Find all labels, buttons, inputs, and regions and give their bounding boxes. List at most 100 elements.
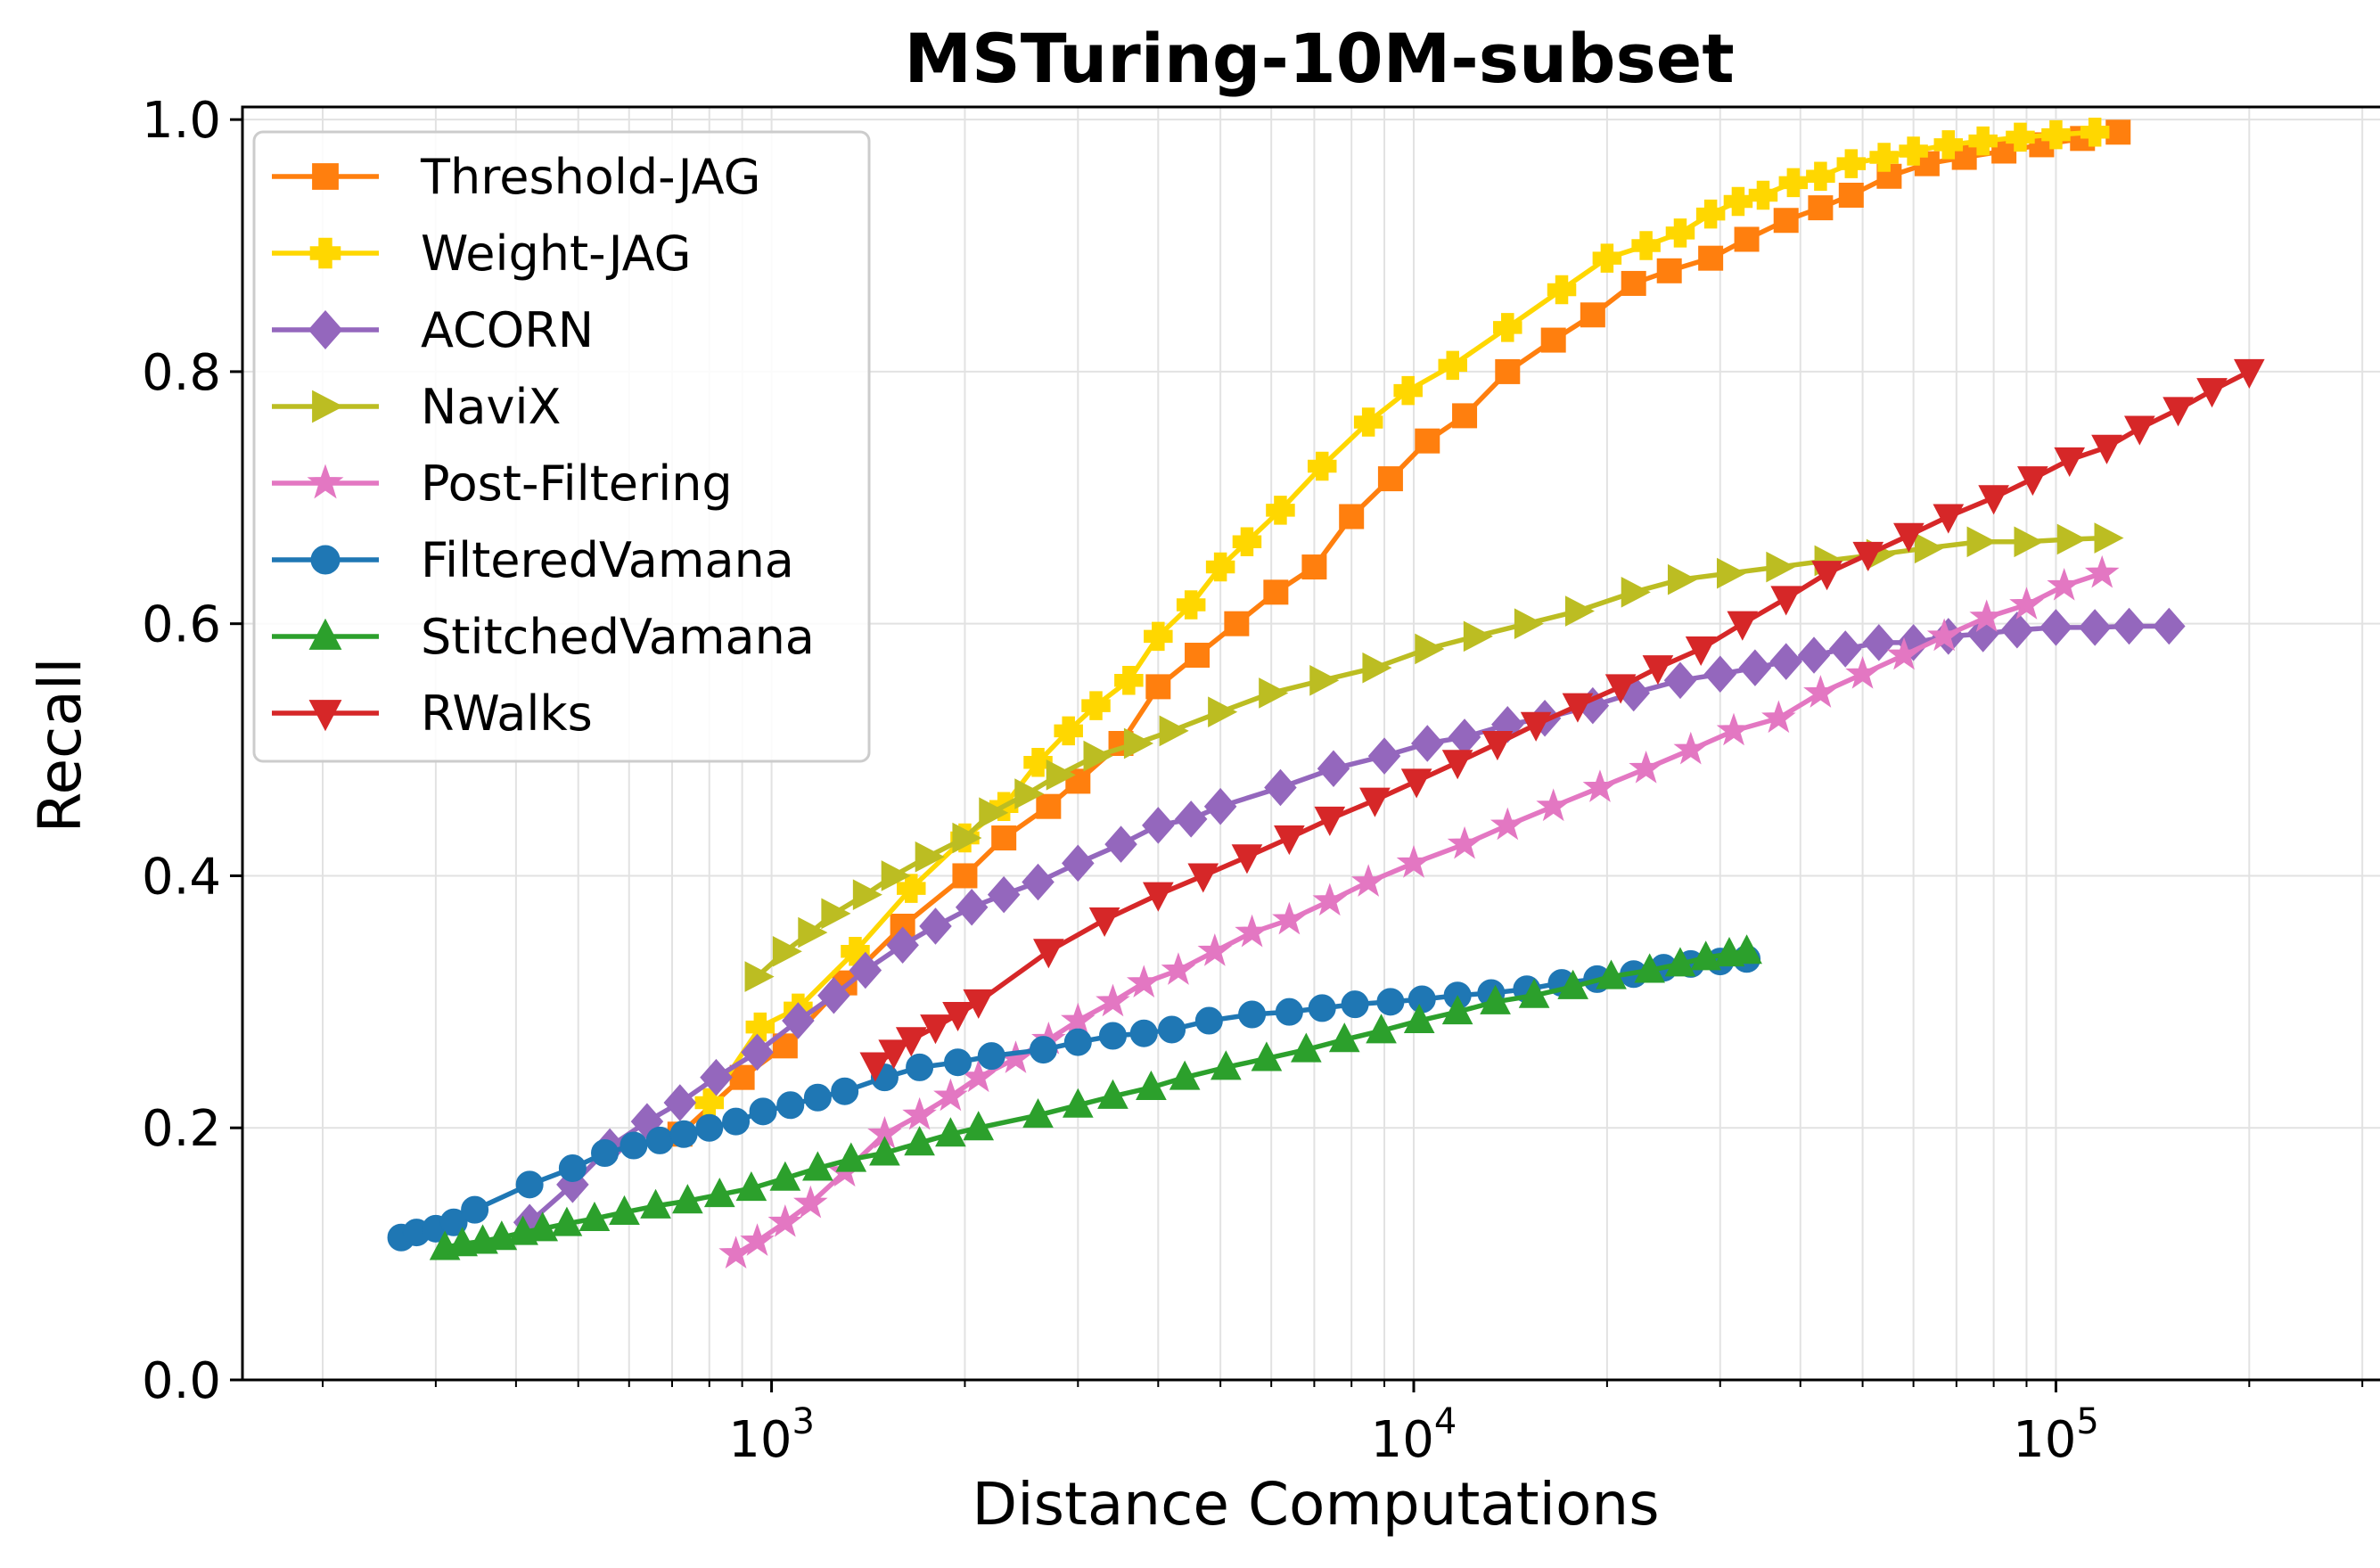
data-point [1314,806,1346,836]
data-point [2009,587,2044,620]
data-point [1174,800,1208,838]
data-point [2000,611,2034,649]
data-point [1667,563,1698,595]
y-tick-label: 0.0 [142,1352,221,1410]
data-point [1126,965,1161,998]
data-point [1259,677,1289,709]
data-point [979,797,1009,829]
data-point [1582,769,1618,802]
data-point [620,1131,648,1160]
legend-marker [312,163,339,190]
data-point [952,863,978,889]
data-point [1238,1000,1267,1029]
data-point [1312,883,1348,916]
data-point [591,1139,620,1168]
data-point [1376,988,1405,1016]
data-point [955,889,989,926]
data-point [1969,599,2004,633]
data-point [1734,226,1760,252]
data-point [1264,768,1297,807]
data-point [461,1195,489,1224]
data-point [1480,984,1511,1014]
data-point [718,1236,753,1269]
data-point [1629,751,1663,784]
legend-label: Threshold-JAG [420,149,760,205]
data-point [1926,618,1962,652]
y-tick-label: 1.0 [142,92,221,150]
data-point [1341,990,1369,1019]
data-point [1778,168,1809,198]
x-tick-label: 105 [2013,1401,2099,1469]
series-filteredvamana [387,945,1761,1252]
data-point [1081,691,1111,720]
data-point [849,951,882,989]
data-point [1098,1022,1127,1050]
data-point [1596,959,1627,989]
plot-frame [241,105,2380,1382]
data-point [1438,350,1467,381]
data-point [977,1042,1005,1071]
legend-marker [307,464,344,499]
data-point [609,1194,640,1225]
data-point [1491,706,1524,743]
data-point [1493,313,1522,342]
data-point [1828,630,1862,668]
data-point [1580,302,1605,328]
data-point [859,1052,891,1082]
data-point [852,879,882,910]
data-point [1415,428,1440,454]
data-point [2080,118,2110,147]
data-point [1096,983,1130,1017]
data-point [987,875,1021,914]
legend-item: Post-Filtering [272,456,733,512]
data-point [1631,231,1661,260]
data-point [1642,655,1674,685]
data-point [1797,636,1831,674]
data-point [835,1142,867,1172]
data-point [1703,655,1737,693]
data-point [1203,787,1237,825]
data-point [1886,636,1922,670]
data-point [1263,579,1289,605]
data-point [933,1078,968,1112]
data-point [1393,375,1423,406]
data-point [1145,674,1171,700]
series-navix [744,522,2124,992]
y-tick-label: 0.6 [142,596,221,654]
legend-marker [309,237,341,269]
data-point [1097,1079,1128,1109]
data-point [1727,611,1759,641]
data-point [1634,953,1665,983]
legend-marker [308,309,343,350]
data-point [1205,552,1235,582]
data-point [740,1223,775,1256]
data-point [1836,149,1867,178]
data-point [663,1084,697,1121]
data-point [1811,561,1842,591]
data-point [2056,523,2087,555]
data-point [878,1039,910,1070]
data-point [920,1014,951,1045]
y-axis-label: Recall [26,658,94,833]
data-point [1159,715,1189,747]
data-point [1403,1003,1435,1034]
data-point [1893,522,1925,553]
legend-label: StitchedVamana [421,609,815,665]
data-point [1317,750,1350,788]
data-point [1114,666,1144,695]
data-point [745,1012,776,1042]
data-point [447,1227,479,1257]
x-tick-label: 103 [728,1401,815,1469]
data-point [695,1113,724,1142]
data-point [1415,633,1445,665]
data-point [1161,952,1196,985]
series-stitchedvamana [429,934,1762,1260]
data-point [1362,652,1392,684]
data-point [1275,997,1303,1026]
data-point [1359,787,1391,817]
data-point [906,1053,934,1081]
data-point [749,1097,777,1126]
data-point [1224,611,1250,636]
x-tick-label: 104 [1371,1401,1457,1469]
x-tick-label-base: 10 [728,1411,792,1469]
